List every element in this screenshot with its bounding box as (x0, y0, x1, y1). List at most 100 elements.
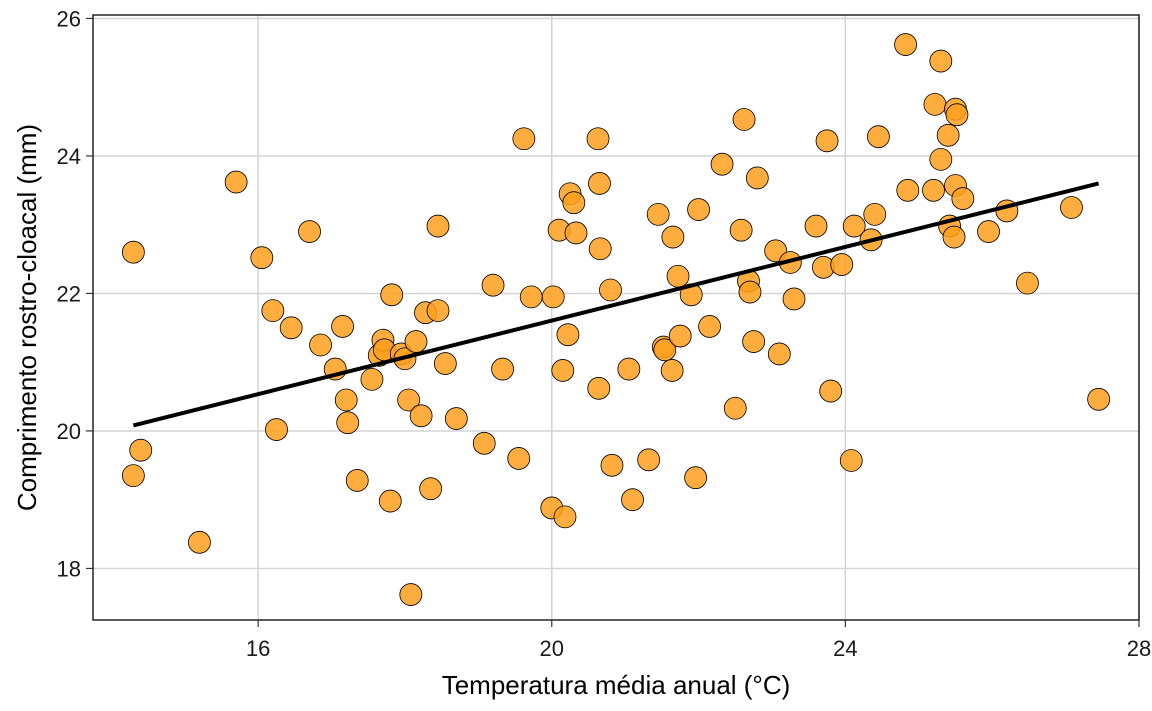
data-point (660, 359, 684, 382)
trend-line (132, 181, 1100, 428)
plot-frame (92, 14, 1140, 621)
data-point (224, 170, 248, 194)
y-tick-label: 18 (57, 556, 81, 581)
data-point (729, 218, 753, 242)
data-point (668, 324, 692, 348)
data-point (830, 253, 854, 276)
data-point (951, 187, 975, 210)
data-point (732, 108, 756, 131)
data-point (653, 338, 677, 362)
data-point (433, 352, 457, 375)
x-tick-label: 20 (540, 636, 564, 661)
data-point (617, 357, 641, 381)
data-point (867, 125, 890, 149)
data-point (556, 323, 580, 347)
data-point (309, 333, 332, 357)
data-point (250, 246, 274, 270)
data-point (839, 449, 863, 472)
data-point (279, 316, 303, 340)
data-point (710, 152, 734, 176)
y-tick-label: 22 (57, 281, 81, 306)
data-point (129, 438, 153, 462)
data-point (380, 283, 404, 307)
data-point (646, 202, 670, 226)
data-point (397, 388, 421, 412)
grid-lines (93, 15, 1140, 620)
data-point (742, 330, 766, 353)
data-point (687, 198, 710, 221)
data-point (491, 357, 514, 381)
data-point (929, 49, 953, 73)
data-point (896, 178, 920, 202)
data-point (684, 466, 708, 490)
data-point (404, 330, 428, 353)
data-point (472, 431, 496, 455)
data-point (1016, 271, 1039, 295)
x-axis-label: Temperatura média anual (°C) (442, 670, 791, 700)
x-tick-label: 24 (833, 636, 857, 661)
data-point (666, 264, 690, 288)
data-point (409, 404, 433, 428)
data-point (541, 285, 565, 309)
data-point (586, 127, 610, 151)
data-point (298, 220, 321, 243)
data-point (481, 273, 505, 297)
data-point (945, 103, 969, 127)
data-point (553, 505, 577, 529)
y-tick-label: 24 (57, 144, 81, 169)
data-point (863, 202, 887, 226)
data-point (929, 147, 953, 171)
data-point (426, 214, 450, 238)
data-point (360, 367, 384, 391)
data-point (1087, 387, 1111, 411)
data-point (842, 214, 866, 238)
data-point (922, 178, 945, 202)
data-point (600, 453, 624, 477)
data-point (419, 477, 443, 501)
data-point (261, 299, 285, 323)
data-point (519, 285, 543, 309)
data-point (444, 407, 468, 430)
data-point (661, 225, 685, 249)
data-point (977, 220, 1000, 243)
data-point (121, 240, 145, 264)
data-point (819, 379, 843, 403)
data-point (564, 221, 588, 245)
data-point (334, 388, 358, 412)
data-point (804, 214, 828, 238)
data-point (1060, 196, 1083, 219)
data-point (923, 92, 947, 116)
data-point (507, 447, 531, 470)
data-point (512, 127, 536, 151)
data-point (745, 166, 769, 190)
data-point (599, 278, 622, 302)
data-point (331, 315, 354, 338)
x-tick-label: 16 (246, 636, 270, 661)
y-tick-label: 20 (57, 419, 81, 444)
data-point (738, 280, 762, 304)
data-points (121, 33, 1111, 606)
x-tick-label: 28 (1127, 636, 1151, 661)
data-point (188, 530, 211, 554)
data-point (767, 342, 791, 366)
data-point (336, 411, 360, 435)
data-point (562, 191, 586, 215)
data-point (378, 489, 402, 513)
data-point (551, 359, 575, 382)
data-point (121, 464, 145, 488)
data-point (265, 418, 288, 441)
data-point (587, 376, 611, 400)
data-point (698, 315, 721, 338)
data-point (588, 237, 612, 261)
data-point (936, 123, 960, 147)
data-point (345, 469, 369, 492)
y-axis-label: Comprimento rostro-cloacal (mm) (12, 124, 42, 511)
data-point (782, 287, 806, 311)
data-point (723, 396, 747, 420)
trend-line-group (132, 181, 1100, 428)
data-point (588, 172, 611, 195)
data-point (621, 488, 644, 512)
data-point (399, 583, 423, 606)
y-tick-label: 26 (57, 6, 81, 31)
